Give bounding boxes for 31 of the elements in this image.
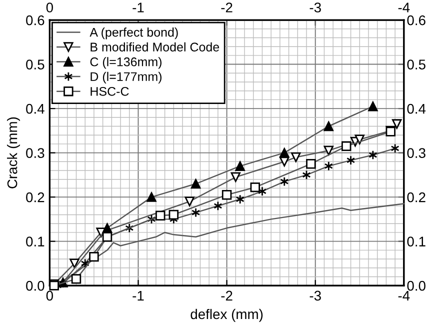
x2-tick-label: 0: [46, 2, 53, 12]
y2-tick-label: 0.6: [407, 15, 426, 26]
x2-tick-label: -4: [398, 2, 410, 12]
x-tick-label: -2: [221, 290, 232, 300]
y-tick-label: 0.6: [26, 15, 44, 26]
y2-tick-label: 0.2: [407, 192, 426, 202]
x-tick-label: -4: [398, 290, 410, 300]
legend-label: HSC-C: [90, 86, 129, 96]
y2-tick-label: 0.0: [407, 280, 426, 291]
y-tick-label: 0.5: [26, 60, 44, 70]
y-tick-label: 0.3: [26, 148, 44, 158]
legend-label: C (l=136mm): [90, 57, 162, 69]
x-tick-label: -1: [132, 290, 144, 300]
y-tick-label: 0.4: [26, 104, 44, 114]
x2-tick-label: -2: [221, 2, 232, 12]
y2-tick-label: 0.5: [407, 60, 426, 70]
x2-tick-label: -3: [310, 2, 321, 12]
x-axis-title: deflex (mm): [190, 308, 263, 322]
y-tick-label: 0.1: [26, 236, 44, 246]
y2-tick-label: 0.3: [407, 148, 426, 158]
x-tick-label: -3: [310, 290, 321, 301]
y2-tick-label: 0.1: [407, 236, 426, 246]
x-tick-label: 0: [46, 290, 53, 301]
legend-label: A (perfect bond): [90, 28, 178, 40]
y-axis-title: Crack (mm): [7, 117, 20, 188]
legend-label: B modified Model Code: [90, 42, 220, 52]
y-tick-label: 0.0: [26, 280, 44, 291]
legend-label: D (l=177mm): [90, 72, 162, 84]
y-tick-label: 0.2: [26, 192, 44, 202]
x2-tick-label: -1: [132, 2, 144, 12]
y2-tick-label: 0.4: [407, 104, 426, 114]
